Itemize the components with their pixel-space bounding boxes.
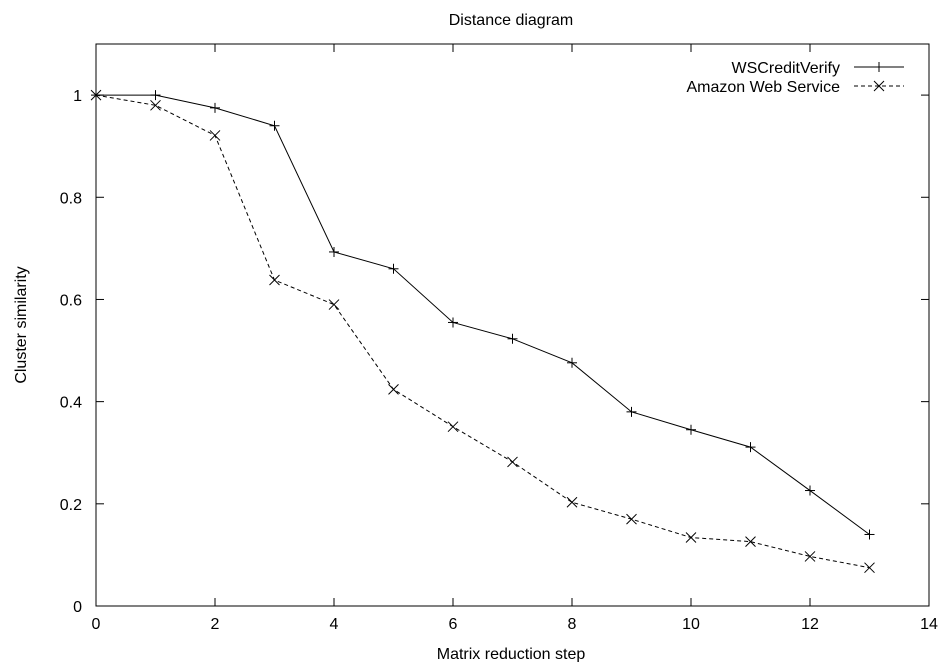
data-point xyxy=(448,317,458,328)
plot-frame xyxy=(95,43,930,607)
x-tick-label: 6 xyxy=(449,616,458,633)
data-point xyxy=(864,529,875,540)
x-tick-label: 2 xyxy=(211,616,220,633)
series-layer xyxy=(90,89,875,574)
legend-label: Amazon Web Service xyxy=(686,79,840,96)
x-tick-label: 12 xyxy=(801,616,819,633)
data-point xyxy=(150,99,161,111)
data-point xyxy=(864,562,875,574)
data-point xyxy=(745,442,756,453)
x-tick-label: 8 xyxy=(568,616,577,633)
x-tick-label: 14 xyxy=(920,616,938,633)
legend-marker xyxy=(874,62,884,72)
y-axis: 0 0.2 0.4 0.6 0.8 1 xyxy=(60,88,929,616)
legend-marker xyxy=(873,80,885,92)
y-tick-label: 0.8 xyxy=(60,190,82,207)
legend: WSCreditVerify Amazon Web Service xyxy=(686,60,904,96)
data-point xyxy=(507,456,518,468)
data-point xyxy=(209,130,221,141)
data-point xyxy=(210,102,220,113)
data-point xyxy=(745,536,756,547)
y-tick-label: 1 xyxy=(73,88,82,105)
y-tick-label: 0.4 xyxy=(60,395,82,412)
data-point xyxy=(804,551,816,562)
series-line xyxy=(96,94,870,535)
y-tick-label: 0.6 xyxy=(60,292,82,309)
x-axis: 0 2 4 6 8 10 12 14 xyxy=(92,44,938,633)
data-point xyxy=(686,424,696,435)
data-point xyxy=(328,299,340,310)
chart-title: Distance diagram xyxy=(449,12,574,29)
series-amazon-web-service xyxy=(90,89,875,574)
data-point xyxy=(685,532,697,543)
data-point xyxy=(388,384,399,395)
data-point xyxy=(805,485,815,496)
data-point xyxy=(626,513,637,525)
data-point xyxy=(150,90,161,101)
data-point xyxy=(388,263,399,274)
y-axis-label: Cluster similarity xyxy=(13,266,30,383)
x-tick-label: 10 xyxy=(682,616,700,633)
legend-label: WSCreditVerify xyxy=(732,60,840,77)
data-point xyxy=(269,274,280,286)
y-tick-label: 0 xyxy=(73,599,82,616)
x-tick-label: 0 xyxy=(92,616,101,633)
data-point xyxy=(507,333,518,344)
data-point xyxy=(329,246,339,257)
x-axis-label: Matrix reduction step xyxy=(437,646,586,662)
series-line xyxy=(95,94,870,569)
data-point xyxy=(269,120,280,131)
data-point xyxy=(447,421,459,433)
data-point xyxy=(567,357,577,368)
data-point xyxy=(566,496,578,508)
data-point xyxy=(626,406,637,417)
series-wscreditverify xyxy=(91,90,875,540)
y-tick-label: 0.2 xyxy=(60,497,82,514)
x-tick-label: 4 xyxy=(330,616,339,633)
data-point xyxy=(90,89,102,101)
